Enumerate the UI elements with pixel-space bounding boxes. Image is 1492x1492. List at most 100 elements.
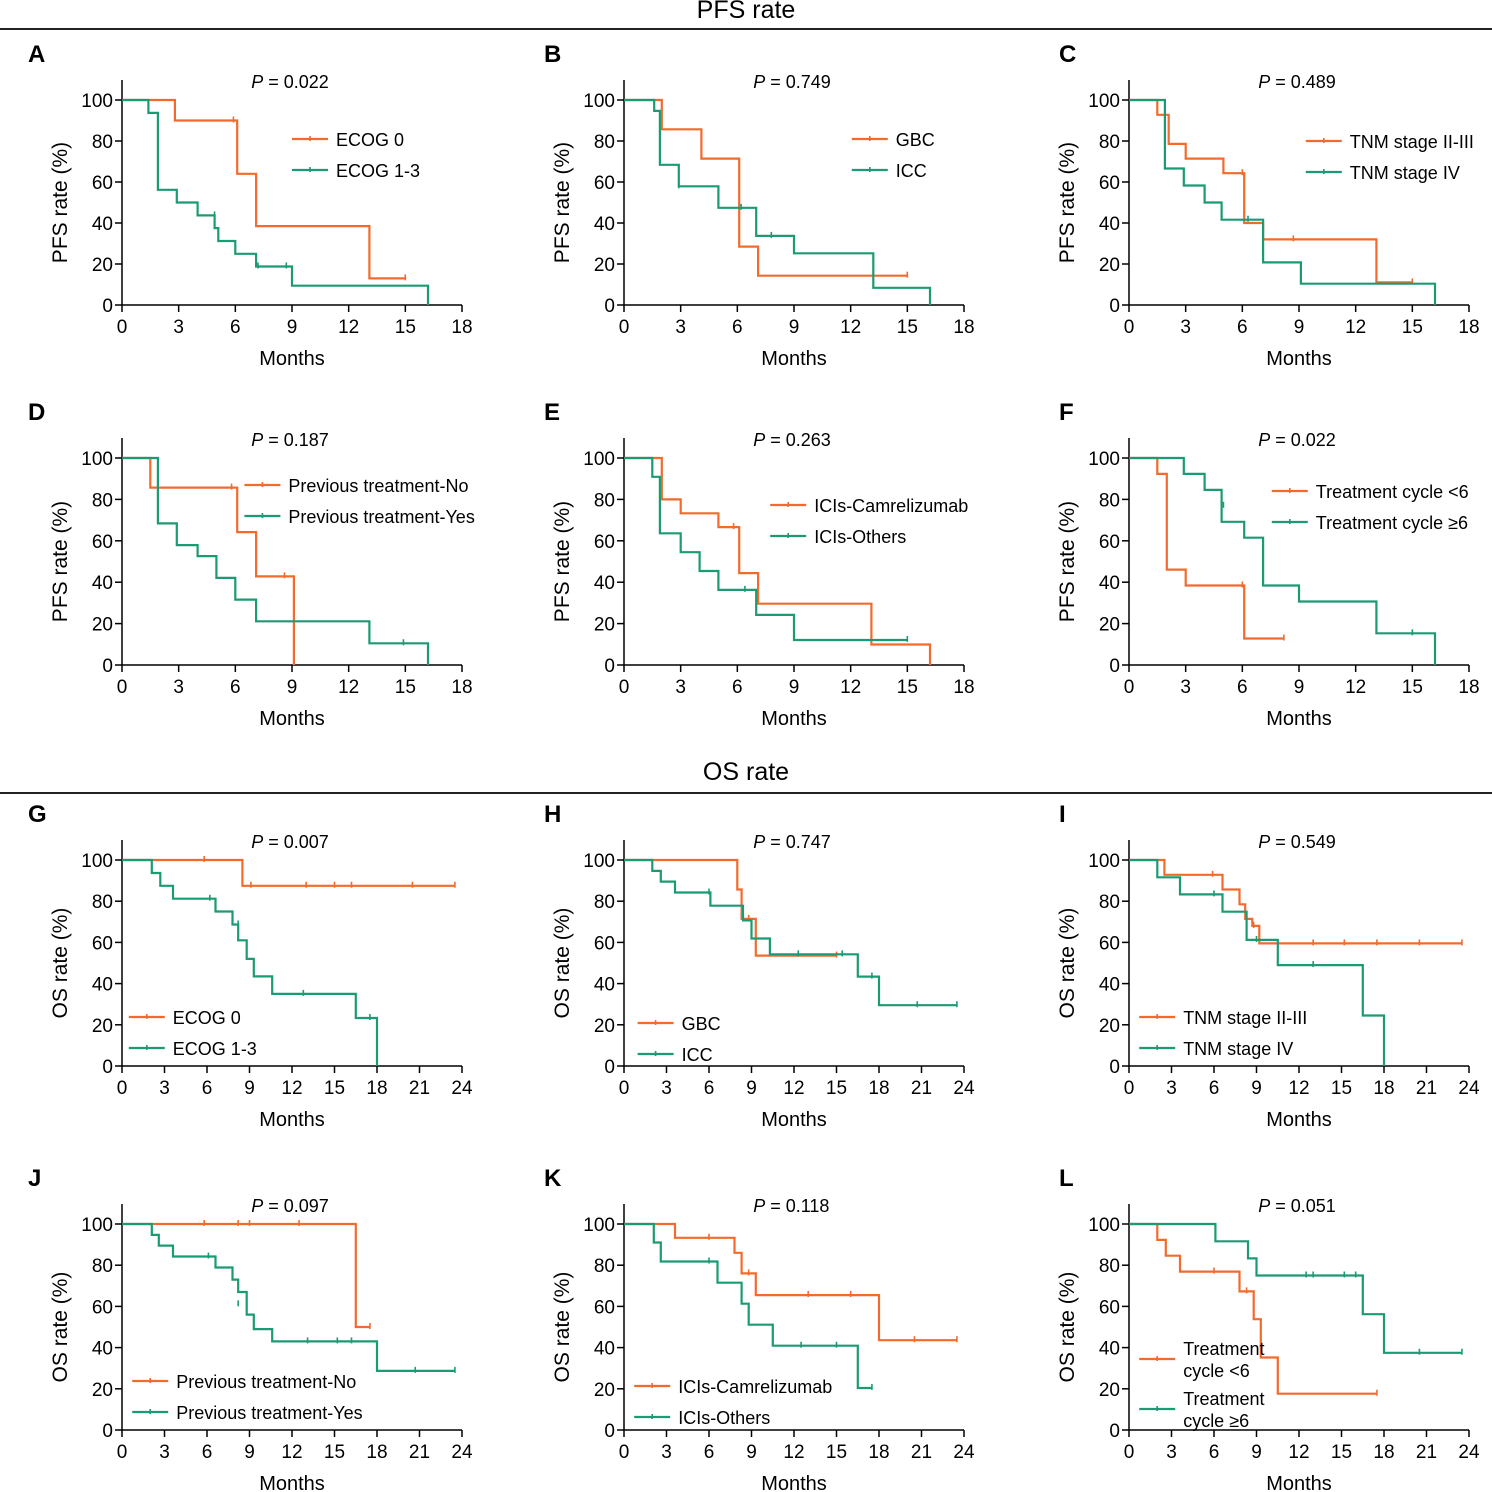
x-tick-label: 12: [1345, 677, 1366, 698]
x-tick-label: 12: [1345, 317, 1366, 338]
y-tick-label: 80: [1099, 132, 1120, 153]
y-tick-label: 60: [1099, 173, 1120, 194]
legend-label: ECOG 1-3: [173, 1039, 257, 1059]
y-tick-label: 100: [583, 851, 615, 872]
x-tick-label: 21: [409, 1442, 430, 1463]
x-tick-label: 21: [409, 1078, 430, 1099]
y-tick-label: 80: [1099, 1256, 1120, 1277]
y-tick-label: 60: [1099, 532, 1120, 553]
x-tick-label: 12: [840, 317, 861, 338]
x-tick-label: 0: [1124, 1442, 1135, 1463]
panel-c: C 0 20 40 60 80 100 0 3 6 9 12 15 18 Months PFS rate (%…: [1056, 41, 1480, 370]
x-tick-label: 9: [789, 317, 800, 338]
x-axis-label: Months: [259, 1109, 325, 1131]
x-tick-label: 24: [1458, 1442, 1480, 1463]
panel-k: K 0 20 40 60 80 100 0 3 6 9 12 15 18 21 24 Months OS rate…: [544, 1165, 975, 1492]
y-tick-label: 40: [92, 1339, 113, 1360]
x-tick-label: 3: [661, 1078, 672, 1099]
x-axis-label: Months: [259, 708, 325, 730]
x-tick-label: 18: [1373, 1442, 1394, 1463]
y-tick-label: 0: [102, 1057, 113, 1078]
x-tick-label: 0: [117, 677, 128, 698]
p-value-symbol: P: [753, 72, 765, 92]
y-tick-label: 20: [1099, 615, 1120, 636]
x-tick-label: 15: [1331, 1078, 1352, 1099]
x-axis-label: Months: [1266, 1473, 1332, 1492]
p-value-number: = 0.007: [263, 832, 329, 852]
x-tick-label: 15: [324, 1442, 345, 1463]
p-value-number: = 0.118: [765, 1196, 829, 1216]
km-line-green: [624, 1222, 872, 1390]
y-tick-label: 0: [1109, 1421, 1120, 1442]
y-tick-label: 60: [92, 173, 113, 194]
p-value: P = 0.187: [251, 430, 329, 450]
legend-label: TNM stage II-III: [1183, 1008, 1307, 1028]
y-tick-label: 20: [92, 255, 113, 276]
x-axis-label: Months: [1266, 1109, 1332, 1131]
km-line-orange: [1129, 98, 1413, 284]
y-tick-label: 80: [594, 1256, 615, 1277]
km-line-green: [1129, 456, 1437, 665]
panel-label: E: [544, 399, 560, 426]
x-tick-label: 18: [451, 677, 472, 698]
panel-label: K: [544, 1165, 562, 1192]
km-line-green: [122, 98, 430, 305]
x-tick-label: 12: [338, 317, 359, 338]
x-tick-label: 3: [1180, 677, 1191, 698]
x-tick-label: 15: [1402, 317, 1423, 338]
x-tick-label: 9: [1294, 677, 1305, 698]
x-tick-label: 12: [1288, 1442, 1309, 1463]
x-tick-label: 9: [789, 677, 800, 698]
x-tick-label: 3: [159, 1078, 170, 1099]
x-tick-label: 12: [840, 677, 861, 698]
p-value-number: = 0.051: [1270, 1196, 1336, 1216]
y-tick-label: 60: [594, 532, 615, 553]
x-tick-label: 15: [324, 1078, 345, 1099]
y-tick-label: 0: [1109, 1057, 1120, 1078]
y-tick-label: 80: [1099, 490, 1120, 511]
x-tick-label: 0: [1124, 1078, 1135, 1099]
x-tick-label: 6: [732, 317, 743, 338]
y-tick-label: 60: [92, 933, 113, 954]
y-tick-label: 100: [81, 851, 113, 872]
x-axis-label: Months: [1266, 708, 1332, 730]
y-tick-label: 60: [92, 532, 113, 553]
x-tick-label: 12: [783, 1078, 804, 1099]
x-tick-label: 21: [911, 1442, 932, 1463]
p-value-number: = 0.749: [765, 72, 831, 92]
p-value-number: = 0.187: [263, 430, 329, 450]
y-tick-label: 100: [583, 91, 615, 112]
km-line-green: [122, 858, 379, 1066]
legend-label: GBC: [682, 1014, 721, 1034]
p-value-symbol: P: [251, 72, 263, 92]
os-section-rule: [0, 792, 1492, 794]
x-tick-label: 6: [1237, 677, 1248, 698]
km-line-green: [1129, 98, 1437, 305]
p-value-number: = 0.489: [1270, 72, 1336, 92]
y-tick-label: 40: [594, 975, 615, 996]
x-tick-label: 0: [619, 677, 630, 698]
legend-label: ICIs-Camrelizumab: [814, 496, 968, 516]
x-tick-label: 0: [1124, 677, 1135, 698]
x-tick-label: 6: [704, 1442, 715, 1463]
y-axis-label: OS rate (%): [49, 1272, 72, 1383]
panel-l: L 0 20 40 60 80 100 0 3 6 9 12 15 18 21 24 Months OS rate…: [1056, 1165, 1480, 1492]
p-value-symbol: P: [1258, 430, 1270, 450]
km-line-green: [624, 456, 908, 642]
p-value: P = 0.549: [1258, 832, 1336, 852]
legend-label: Treatment cycle <6: [1316, 482, 1469, 502]
y-tick-label: 80: [92, 892, 113, 913]
x-tick-label: 6: [704, 1078, 715, 1099]
y-tick-label: 80: [92, 132, 113, 153]
y-tick-label: 40: [594, 573, 615, 594]
legend-label: GBC: [896, 130, 935, 150]
x-tick-label: 18: [868, 1078, 889, 1099]
x-tick-label: 0: [619, 317, 630, 338]
x-tick-label: 18: [1458, 317, 1479, 338]
y-tick-label: 80: [594, 132, 615, 153]
y-tick-label: 20: [92, 615, 113, 636]
p-value: P = 0.051: [1258, 1196, 1336, 1216]
x-tick-label: 6: [230, 317, 241, 338]
y-tick-label: 100: [1088, 1215, 1120, 1236]
